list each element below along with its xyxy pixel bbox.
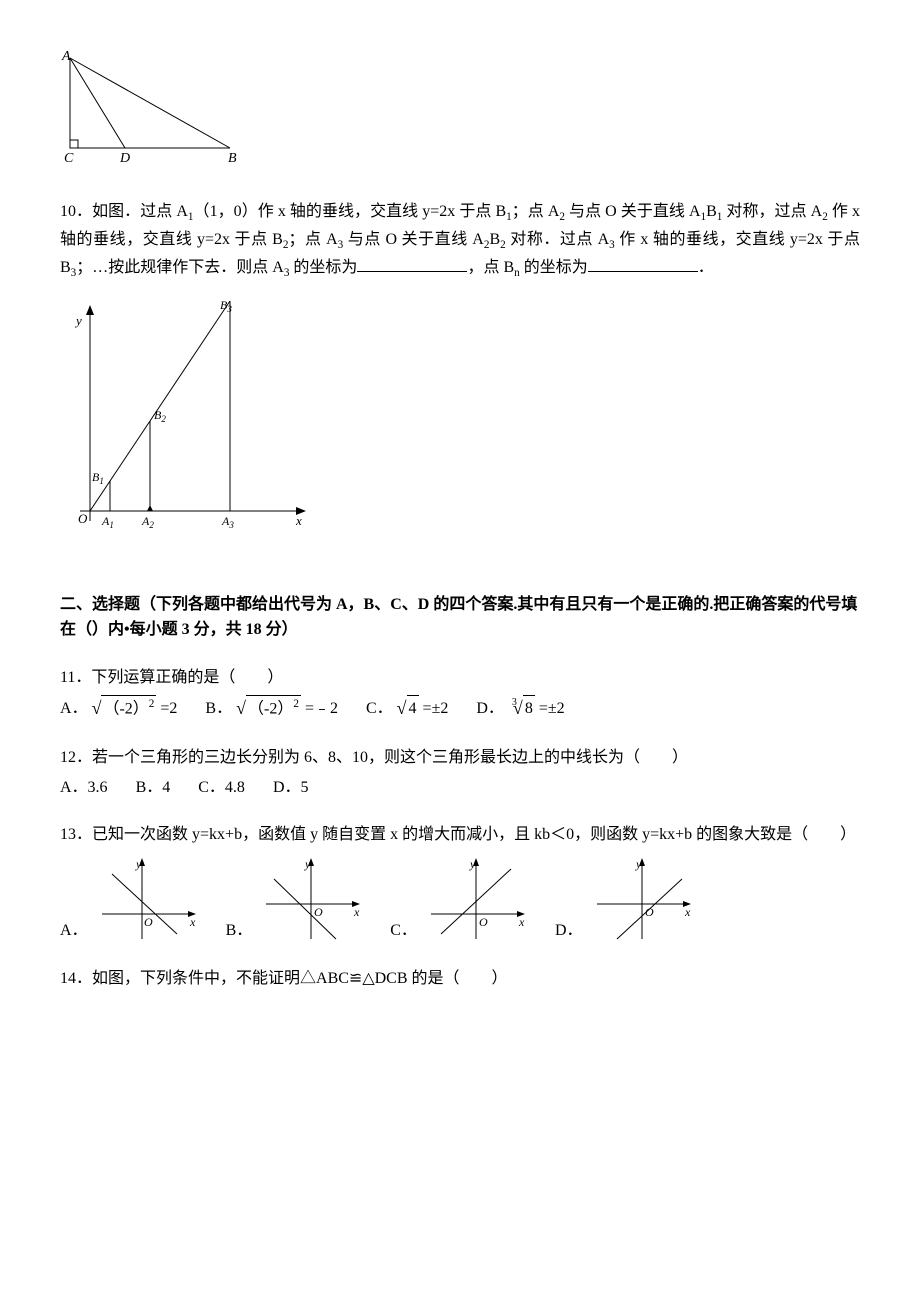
svg-text:O: O: [144, 915, 153, 929]
svg-text:x: x: [684, 905, 691, 919]
q13-options: A． y x O B． y x O C．: [60, 854, 860, 944]
label-B: B: [228, 151, 237, 166]
q13-option-B[interactable]: B． y x O: [226, 854, 367, 944]
svg-text:O: O: [479, 915, 488, 929]
q12-option-A[interactable]: A．3.6: [60, 775, 108, 801]
graph-C: y x O: [421, 854, 531, 944]
q11-option-C[interactable]: C． √4 =±2: [366, 694, 448, 723]
question-13: 13．已知一次函数 y=kx+b，函数值 y 随自变置 x 的增大而减小，且 k…: [60, 822, 860, 944]
question-12: 12．若一个三角形的三边长分别为 6、8、10，则这个三角形最长边上的中线长为（…: [60, 745, 860, 800]
svg-text:y: y: [469, 857, 476, 871]
graph-A: y x O: [92, 854, 202, 944]
label-A: A: [61, 49, 71, 64]
svg-text:A3: A3: [221, 514, 234, 530]
label-y: y: [74, 313, 82, 328]
q12-option-D[interactable]: D．5: [273, 775, 309, 801]
q12-option-B[interactable]: B．4: [136, 775, 171, 801]
q9-figure: A B C D: [60, 48, 860, 177]
blank-A3[interactable]: [357, 256, 467, 272]
label-O: O: [78, 511, 88, 526]
triangle-diagram: A B C D: [60, 48, 240, 168]
q11-option-D[interactable]: D． 3√8 =±2: [476, 694, 564, 723]
svg-text:O: O: [314, 905, 323, 919]
q11-options: A． √（-2）2 =2 B． √（-2）2 =﹣2 C． √4 =±2 D． …: [60, 694, 860, 723]
q10-figure: O y x A1 A2 A3 B1 B2 B3: [60, 291, 860, 560]
q13-option-A[interactable]: A． y x O: [60, 854, 202, 944]
q13-stem: 13．已知一次函数 y=kx+b，函数值 y 随自变置 x 的增大而减小，且 k…: [60, 822, 860, 848]
svg-text:y: y: [304, 857, 311, 871]
q13-option-D[interactable]: D． y x O: [555, 854, 697, 944]
svg-text:A1: A1: [101, 514, 114, 530]
label-C: C: [64, 151, 74, 166]
section-2-header: 二、选择题（下列各题中都给出代号为 A，B、C、D 的四个答案.其中有且只有一个…: [60, 592, 860, 643]
svg-text:y: y: [135, 857, 142, 871]
label-D: D: [119, 151, 130, 166]
graph-B: y x O: [256, 854, 366, 944]
q13-option-C[interactable]: C． y x O: [390, 854, 531, 944]
svg-text:x: x: [518, 915, 525, 929]
q12-option-C[interactable]: C．4.8: [198, 775, 245, 801]
svg-text:B1: B1: [92, 470, 104, 486]
svg-text:O: O: [645, 905, 654, 919]
question-14: 14．如图，下列条件中，不能证明△ABC≌△DCB 的是（ ）: [60, 966, 860, 992]
graph-D: y x O: [587, 854, 697, 944]
svg-text:x: x: [189, 915, 196, 929]
q11-option-A[interactable]: A． √（-2）2 =2: [60, 694, 177, 723]
line-graph: O y x A1 A2 A3 B1 B2 B3: [60, 291, 320, 551]
blank-Bn[interactable]: [588, 256, 698, 272]
svg-text:B2: B2: [154, 408, 166, 424]
q11-stem: 11．下列运算正确的是（ ）: [60, 665, 860, 691]
label-x: x: [295, 513, 302, 528]
question-10: 10．如图．过点 A1（1，0）作 x 轴的垂线，交直线 y=2x 于点 B1；…: [60, 199, 860, 560]
question-11: 11．下列运算正确的是（ ） A． √（-2）2 =2 B． √（-2）2 =﹣…: [60, 665, 860, 723]
q10-text: 10．如图．过点 A1（1，0）作 x 轴的垂线，交直线 y=2x 于点 B1；…: [60, 199, 860, 283]
q12-options: A．3.6 B．4 C．4.8 D．5: [60, 775, 860, 801]
q11-option-B[interactable]: B． √（-2）2 =﹣2: [205, 694, 338, 723]
svg-text:B3: B3: [220, 298, 232, 314]
svg-text:y: y: [635, 857, 642, 871]
svg-text:A2: A2: [141, 514, 154, 530]
q10-number: 10．: [60, 203, 92, 220]
q12-stem: 12．若一个三角形的三边长分别为 6、8、10，则这个三角形最长边上的中线长为（…: [60, 745, 860, 771]
svg-text:x: x: [353, 905, 360, 919]
q14-stem: 14．如图，下列条件中，不能证明△ABC≌△DCB 的是（ ）: [60, 966, 860, 992]
